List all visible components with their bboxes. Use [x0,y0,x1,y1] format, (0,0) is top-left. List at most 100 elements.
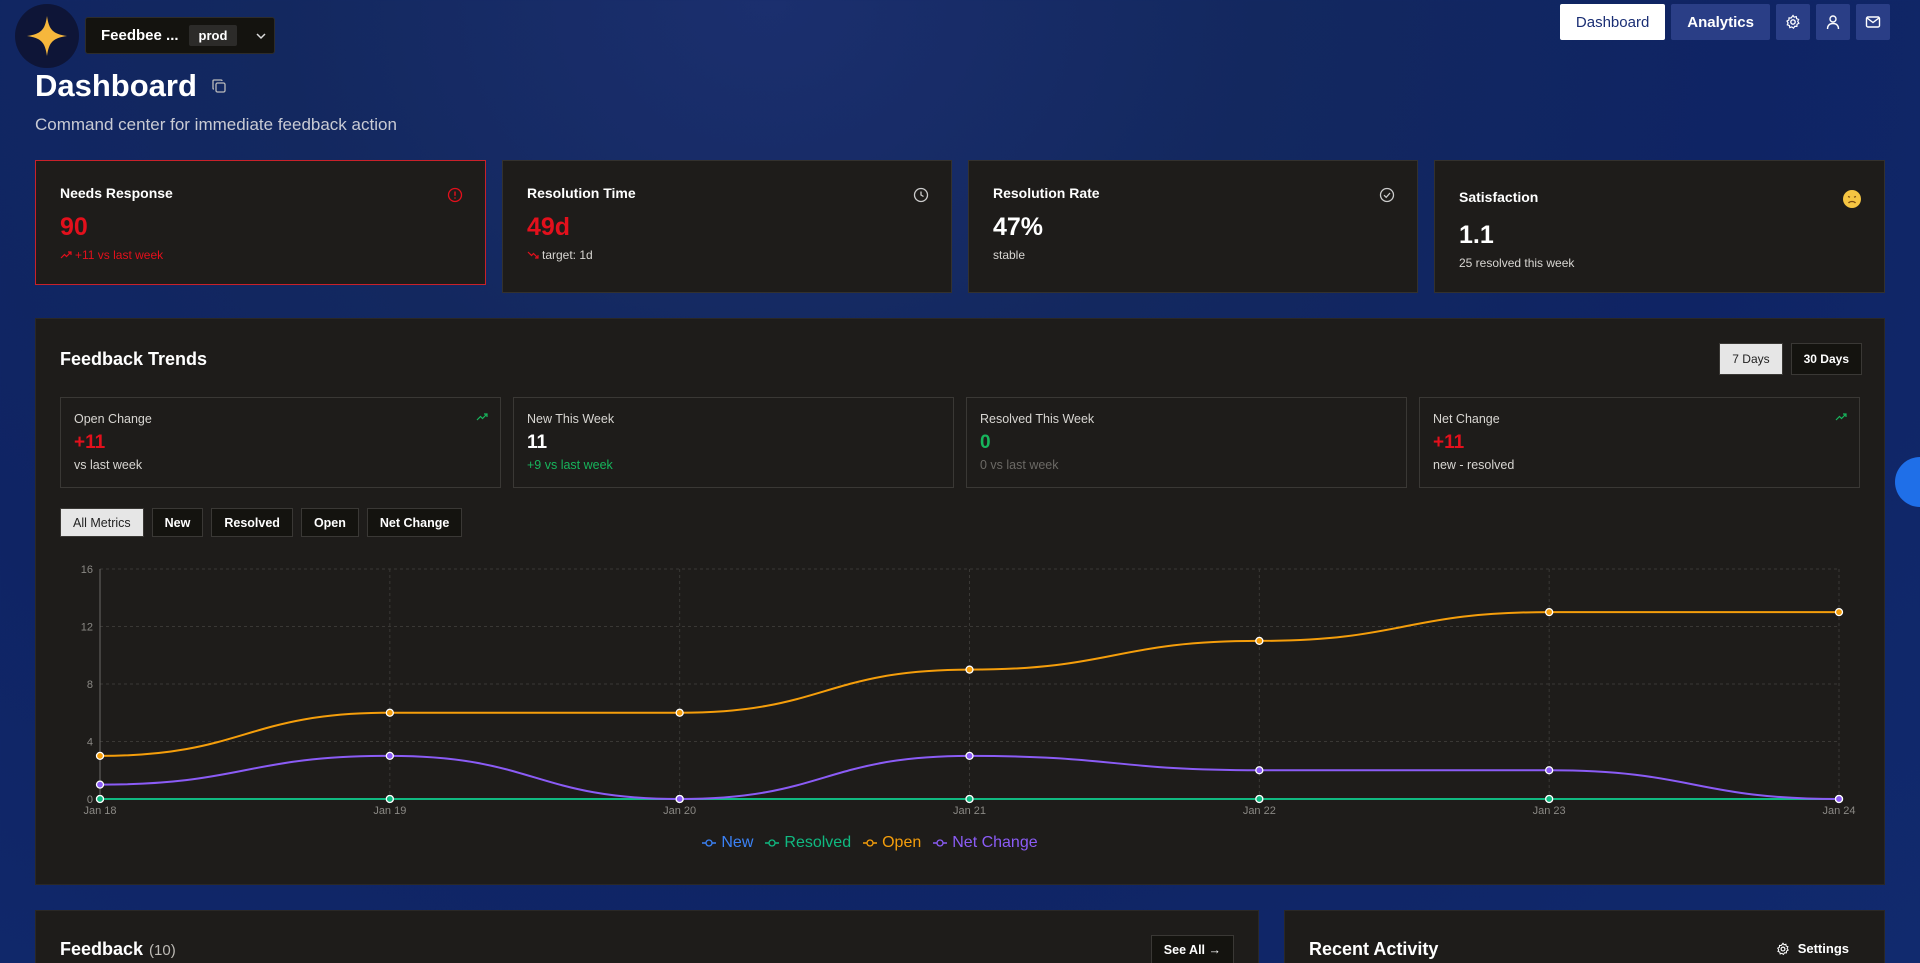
range-tabs: 7 Days 30 Days [1719,343,1862,375]
x-tick-label: Jan 21 [953,805,986,817]
metric-resolved-button[interactable]: Resolved [211,508,293,537]
stat-resolved-this-week: Resolved This Week 0 0 vs last week [966,397,1407,488]
kpi-resolution-rate[interactable]: Resolution Rate 47% stable [968,160,1418,293]
nav-dashboard-button[interactable]: Dashboard [1559,4,1666,40]
x-tick-label: Jan 20 [663,805,696,817]
kpi-sub: target: 1d [527,248,927,262]
feedback-panel: Feedback (10) See All → [35,910,1259,963]
point-net-change [1545,766,1554,775]
legend-item-net-change[interactable]: Net Change [933,834,1038,852]
stat-label: Open Change [74,412,152,426]
stat-sub: 0 vs last week [980,458,1059,472]
stat-value: 0 [980,432,991,453]
legend-item-open[interactable]: Open [863,834,921,852]
y-tick-label: 0 [87,794,93,806]
nav-analytics-button[interactable]: Analytics [1671,4,1770,40]
kpi-label: Needs Response [60,185,173,201]
app-logo[interactable] [15,4,79,68]
kpi-needs-response[interactable]: Needs Response 90 +11 vs last week [35,160,486,285]
point-open [1834,607,1844,617]
kpi-sub: stable [993,248,1393,262]
gear-icon [1776,941,1789,955]
point-open [965,665,974,674]
range-7-days-button[interactable]: 7 Days [1719,343,1783,375]
x-tick-label: Jan 18 [83,805,116,817]
metric-open-button[interactable]: Open [300,508,359,537]
metric-net-change-button[interactable]: Net Change [366,508,463,537]
kpi-resolution-time[interactable]: Resolution Time 49d target: 1d [502,160,952,293]
kpi-sub-text: stable [993,248,1026,262]
gear-icon [1786,14,1800,30]
kpi-sub-text: 25 resolved this week [1459,256,1575,270]
point-net-change [95,780,105,789]
chart-legend: New Resolved Open Net Change [36,834,1884,852]
point-resolved [965,794,974,804]
y-tick-label: 12 [81,622,93,634]
legend-marker-icon [933,839,948,847]
point-resolved [1545,794,1554,804]
legend-label: Resolved [784,834,852,851]
point-net-change [965,751,974,761]
kpi-satisfaction[interactable]: Satisfaction 1.1 25 resolved this week [1434,160,1885,293]
chat-launcher-button[interactable] [1895,457,1920,507]
legend-label: Open [882,834,922,851]
legend-marker-icon [863,839,878,847]
stat-new-this-week: New This Week 11 +9 vs last week [513,397,954,488]
top-nav: Dashboard Analytics [1559,4,1890,40]
kpi-sub-text: +11 vs last week [75,248,164,262]
metric-new-button[interactable]: New [151,508,204,537]
sad-face-icon [1843,190,1861,208]
clock-icon [913,187,929,203]
point-open [1545,607,1554,617]
activity-settings-button[interactable]: Settings [1776,941,1849,956]
project-selector[interactable]: Feedbee ... prod [85,17,275,54]
messages-button[interactable] [1856,4,1890,40]
point-open [1255,636,1264,646]
user-icon [1826,15,1840,30]
page-title: Dashboard [35,68,227,104]
kpi-label: Resolution Time [527,185,636,201]
y-tick-label: 8 [87,679,93,691]
point-net-change [1255,766,1264,775]
legend-marker-icon [765,839,780,847]
stat-value: +11 [74,432,106,453]
kpi-value: 47% [993,213,1044,241]
chevron-down-icon [256,32,266,39]
settings-button[interactable] [1776,4,1810,40]
see-all-button[interactable]: See All → [1150,935,1234,963]
range-30-days-button[interactable]: 30 Days [1790,343,1862,375]
kpi-sub: 25 resolved this week [1459,256,1860,270]
activity-settings-label: Settings [1797,941,1849,956]
stat-sub: vs last week [74,458,143,472]
kpi-label: Resolution Rate [993,185,1100,201]
feedback-count: (10) [149,942,176,959]
trend-up-icon [476,413,488,421]
legend-label: New [721,834,754,851]
point-open [675,708,684,717]
stat-label: Net Change [1433,412,1500,426]
profile-button[interactable] [1816,4,1850,40]
trend-up-icon [1835,413,1847,421]
trend-up-icon [60,251,72,259]
metric-all-button[interactable]: All Metrics [60,508,144,537]
feedback-trends-panel: Feedback Trends 7 Days 30 Days Open Chan… [35,318,1885,885]
recent-activity-panel: Recent Activity Settings [1284,910,1885,963]
stat-net-change: Net Change +11 new - resolved [1419,397,1860,488]
stat-sub: +9 vs last week [527,458,613,472]
env-badge: prod [188,25,238,46]
legend-label: Net Change [952,834,1038,851]
point-net-change [675,794,684,804]
point-open [95,751,105,761]
legend-marker-icon [702,839,717,847]
star-logo-icon [27,16,67,56]
legend-item-new[interactable]: New [702,834,753,852]
legend-item-resolved[interactable]: Resolved [765,834,851,852]
metric-tabs: All Metrics New Resolved Open Net Change [60,508,463,537]
x-tick-label: Jan 24 [1822,805,1855,817]
trends-line-chart: 0 4 8 12 16 Jan 18 Jan 19 Jan 20 Jan 21 Jan 22 Jan… [81,564,1856,817]
kpi-sub-text: target: 1d [542,248,593,262]
stat-label: Resolved This Week [980,412,1095,426]
project-name: Feedbee ... [101,27,179,44]
copy-icon[interactable] [211,78,227,94]
kpi-value: 1.1 [1459,221,1494,249]
